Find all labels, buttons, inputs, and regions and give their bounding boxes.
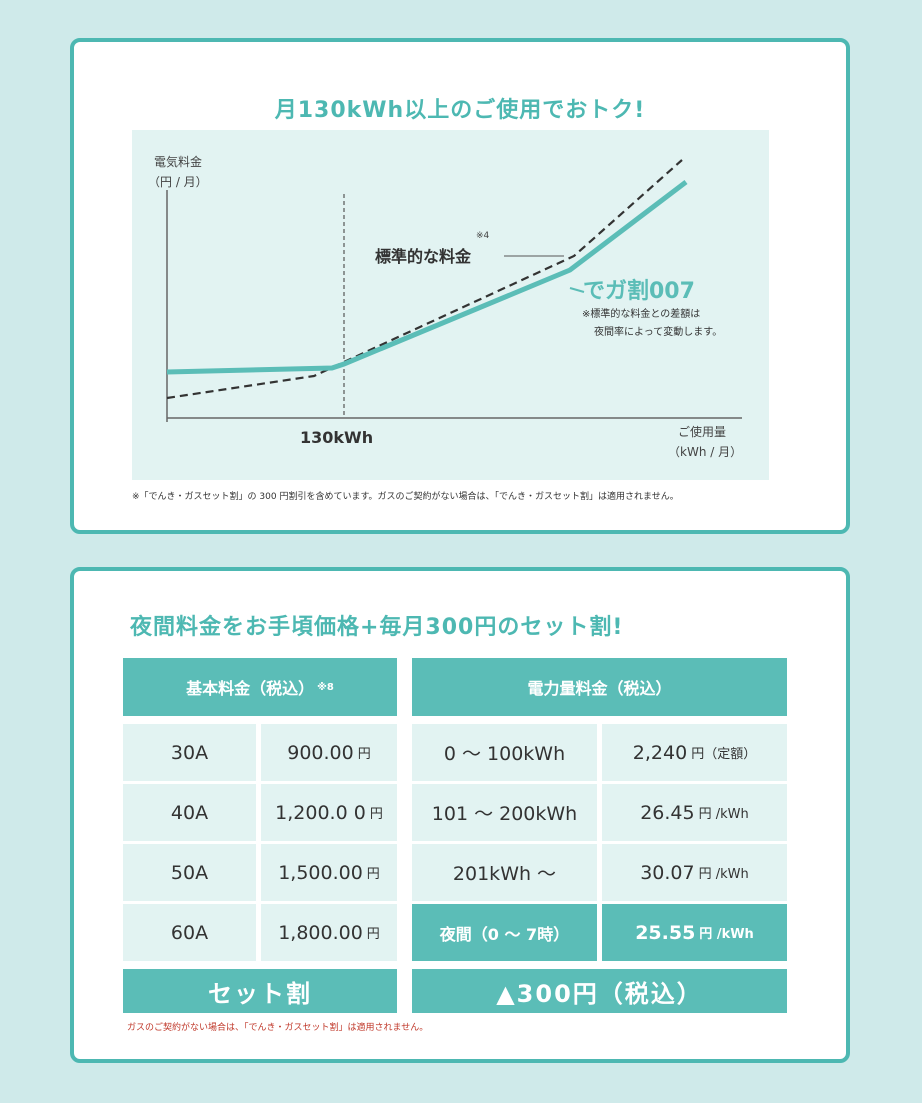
night-price-cell: 25.55 円 /kWh	[602, 904, 787, 961]
pricing-card: 夜間料金をお手頃価格+毎月300円のセット割! 基本料金（税込） ※8 電力量料金…	[70, 567, 850, 1063]
amp: 50A	[170, 861, 209, 884]
price: 1,500.00	[278, 861, 363, 884]
price: 30.07	[640, 861, 695, 884]
line-chart: 電気料金 （円 / 月） ご使用量 （kWh / 月） 130kWh ※4 標準…	[148, 154, 742, 459]
plan-note-line1: ※標準的な料金との差額は	[582, 307, 700, 320]
unit: 円	[369, 807, 383, 822]
plan-note-line2: 夜間率によって変動します。	[594, 325, 722, 338]
energy-price-cell: 26.45 円 /kWh	[602, 784, 787, 841]
price: 1,200.0 0	[275, 801, 366, 824]
plan-leader-line	[569, 287, 585, 293]
basic-price-cell: 1,800.00 円	[261, 904, 397, 961]
standard-sup: ※4	[476, 231, 490, 241]
chart-card: 月130kWh以上のご使用でおトク! 電気料金 （円 / 月） ご使用量 （kW…	[70, 38, 850, 534]
energy-range-cell: 0 ～ 100kWh	[412, 724, 597, 781]
amp: 60A	[170, 921, 209, 944]
unit: 円	[366, 927, 380, 942]
y-label-line1: 電気料金	[154, 154, 202, 169]
series-standard-line	[166, 159, 683, 400]
basic-header-sup: ※8	[317, 681, 334, 693]
threshold-label: 130kWh	[300, 428, 373, 447]
pricing-title: 夜間料金をお手頃価格+毎月300円のセット割!	[130, 615, 624, 640]
basic-amp-cell: 50A	[123, 844, 256, 901]
basic-price-cell: 900.00 円	[261, 724, 397, 781]
basic-amp-cell: 60A	[123, 904, 256, 961]
set-discount-label: セット割	[123, 969, 397, 1013]
price: 1,800.00	[278, 921, 363, 944]
range: 0 ～ 100kWh	[443, 743, 566, 765]
chart-title: 月130kWh以上のご使用でおトク!	[274, 98, 646, 123]
unit: 円	[357, 747, 371, 762]
energy-header: 電力量料金（税込）	[412, 658, 787, 716]
basic-header-label: 基本料金（税込）	[186, 679, 315, 698]
night-range-cell: 夜間（0 ～ 7時）	[412, 904, 597, 961]
set-value: ▲300円（税込）	[496, 979, 703, 1008]
unit: 円	[366, 867, 380, 882]
basic-amp-cell: 30A	[123, 724, 256, 781]
price: 25.55	[635, 921, 696, 944]
price: 26.45	[640, 801, 695, 824]
unit: 円 /kWh	[698, 807, 749, 822]
unit: 円 /kWh	[699, 927, 754, 942]
plan-label: でガ割007	[583, 278, 695, 304]
unit: 円（定額）	[691, 747, 757, 762]
range: 101 ～ 200kWh	[431, 803, 578, 825]
basic-header: 基本料金（税込） ※8	[123, 658, 397, 716]
price: 900.00	[287, 741, 354, 764]
energy-range-cell: 201kWh ～	[412, 844, 597, 901]
y-label-line2: （円 / 月）	[148, 175, 208, 189]
energy-range-cell: 101 ～ 200kWh	[412, 784, 597, 841]
set-discount-value: ▲300円（税込）	[412, 969, 787, 1013]
basic-amp-cell: 40A	[123, 784, 256, 841]
series-plan-line	[166, 180, 688, 375]
energy-header-label: 電力量料金（税込）	[527, 679, 672, 698]
amp: 40A	[170, 801, 209, 824]
standard-label: 標準的な料金	[375, 247, 472, 266]
energy-price-cell: 2,240 円（定額）	[602, 724, 787, 781]
chart-footnote: ※「でんき・ガスセット割」の 300 円割引を含めています。ガスのご契約がない場…	[132, 492, 679, 502]
price: 2,240	[632, 741, 688, 764]
unit: 円 /kWh	[698, 867, 749, 882]
pricing-footnote: ガスのご契約がない場合は、「でんき・ガスセット割」は適用されません。	[127, 1023, 429, 1033]
x-label-line1: ご使用量	[678, 424, 726, 439]
x-label-line2: （kWh / 月）	[668, 445, 742, 459]
amp: 30A	[170, 741, 209, 764]
chart-area: 電気料金 （円 / 月） ご使用量 （kWh / 月） 130kWh ※4 標準…	[132, 130, 769, 480]
range: 201kWh ～	[452, 863, 557, 885]
set-label: セット割	[208, 979, 312, 1008]
range: 夜間（0 ～ 7時）	[439, 924, 570, 944]
basic-price-cell: 1,500.00 円	[261, 844, 397, 901]
energy-price-cell: 30.07 円 /kWh	[602, 844, 787, 901]
